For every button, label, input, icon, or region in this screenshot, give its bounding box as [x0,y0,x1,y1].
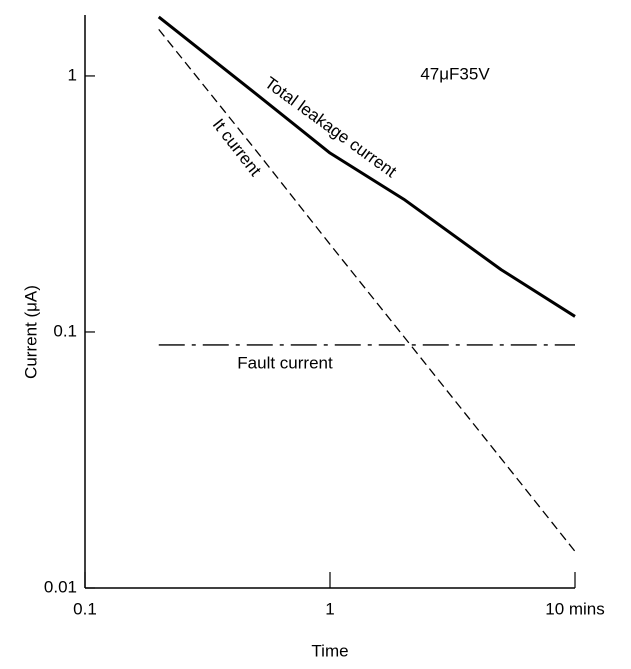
x-tick-label: 0.1 [73,599,97,618]
series-label: Total leakage current [261,73,400,181]
y-tick-label: 0.01 [44,577,77,596]
y-tick-label: 0.1 [53,321,77,340]
series-line [157,15,576,318]
x-axis-label: Time [311,641,348,660]
x-tick-label: 1 [325,599,334,618]
y-axis-label: Current (μA) [21,285,40,379]
annotation: 47μF35V [420,64,490,83]
series-label: Fault current [237,353,333,372]
y-tick-label: 1 [68,65,77,84]
series-line [158,28,576,552]
x-tick-label: 10 mins [545,599,605,618]
series-label: It current [209,115,265,180]
